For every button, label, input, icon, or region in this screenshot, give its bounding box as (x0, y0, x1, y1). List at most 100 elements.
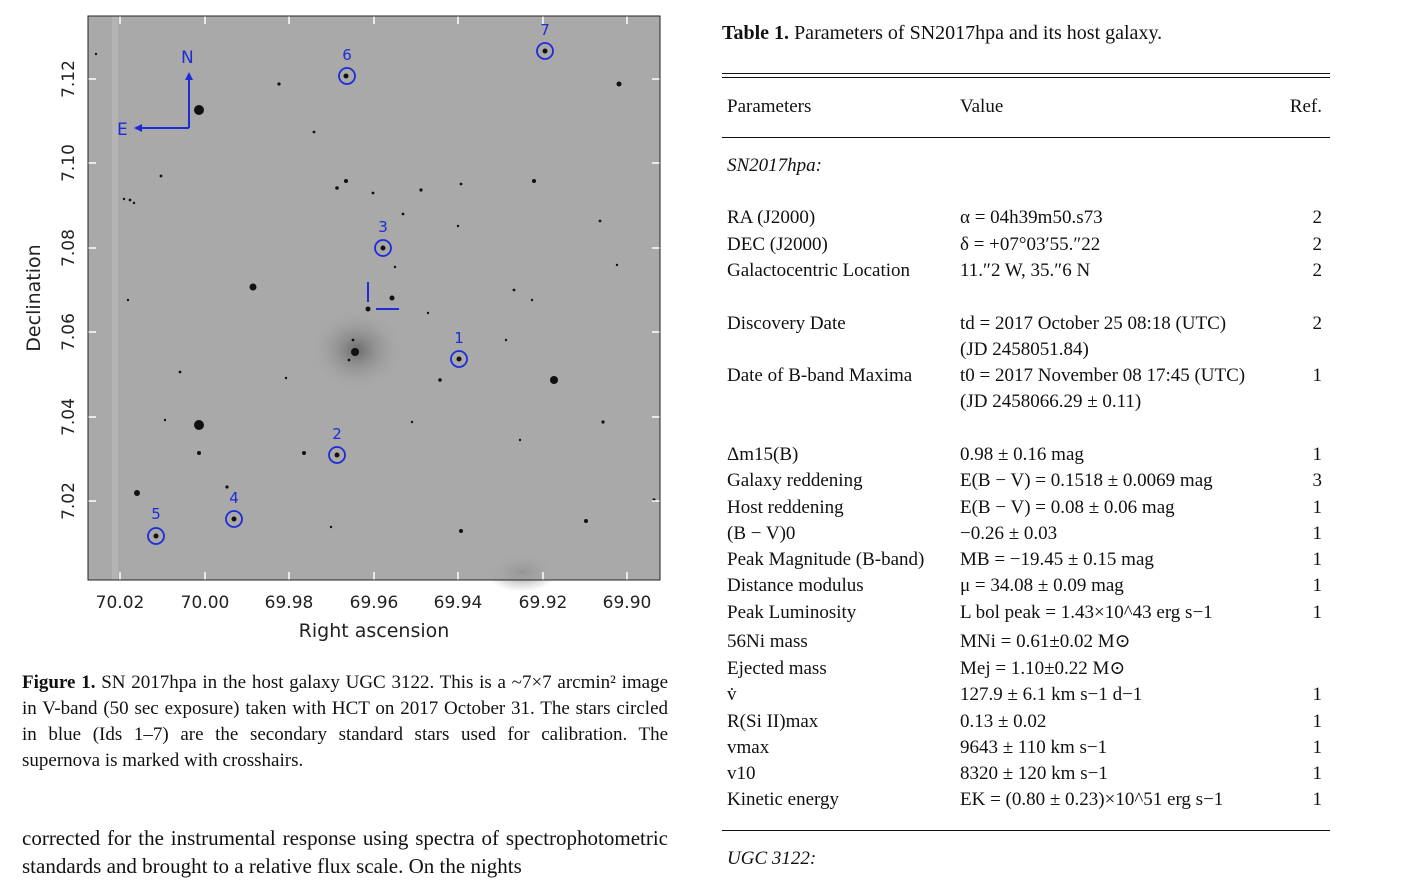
row-v10-value: 8320 ± 120 km s−1 (960, 763, 1108, 784)
x-tick-label: 69.96 (350, 593, 399, 613)
field-star (456, 224, 460, 228)
standard-star-5 (147, 527, 165, 545)
standard-star-6 (338, 67, 356, 85)
field-star (410, 420, 414, 424)
field-star (197, 451, 201, 455)
star-id-5: 5 (151, 505, 161, 523)
row-dec-param: DEC (J2000) (727, 234, 828, 255)
field-star (542, 48, 548, 54)
row-peaklum-param: Peak Luminosity (727, 602, 857, 623)
field-star (126, 298, 130, 302)
field-star (426, 311, 430, 315)
field-star (163, 418, 167, 422)
field-star (334, 452, 340, 458)
row-galred-param: Galaxy reddening (727, 470, 863, 491)
image-frame (87, 15, 661, 581)
y-tick-label: 7.04 (59, 398, 79, 436)
field-stars (94, 48, 656, 539)
row-rsi-param: R(Si II)max (727, 711, 819, 732)
table-top-rule (722, 73, 1330, 74)
row-dm15-param: Δm15(B) (727, 444, 799, 465)
standard-star-1 (450, 350, 468, 368)
section-sn2017hpa: SN2017hpa: (727, 155, 822, 176)
row-v10-param: v10 (727, 763, 756, 784)
y-tick-label: 7.06 (59, 313, 79, 351)
row-peakmag-param: Peak Magnitude (B-band) (727, 549, 925, 570)
row-vmax-param: vmax (727, 737, 770, 758)
row-disc-param: Discovery Date (727, 313, 846, 334)
field-star (249, 283, 257, 291)
sensor-column-artifact (112, 16, 118, 580)
row-bv0-param: (B − V)0 (727, 523, 796, 544)
field-star (371, 191, 375, 195)
table-top-rule (722, 77, 1330, 78)
y-tick-label: 7.02 (59, 482, 79, 520)
row-bmax-ref: 1 (1312, 365, 1323, 386)
row-ek-ref: 1 (1312, 789, 1323, 810)
field-star (94, 52, 98, 56)
field-star (347, 358, 351, 362)
standard-star-7 (536, 42, 554, 60)
row-disc-value-jd: (JD 2458051.84) (960, 339, 1089, 360)
header-parameters: Parameters (727, 96, 812, 117)
row-galred-ref: 3 (1312, 470, 1323, 491)
compass (134, 72, 193, 132)
field-star (459, 529, 463, 533)
row-dm15-value: 0.98 ± 0.16 mag (960, 444, 1084, 465)
x-tick-label: 69.92 (519, 593, 568, 613)
row-vmax-ref: 1 (1312, 737, 1323, 758)
compass-east-label: E (117, 120, 128, 140)
standard-star-2 (328, 446, 346, 464)
standard-star-markers (147, 42, 554, 545)
table-label: Table 1. (722, 22, 790, 44)
field-star (159, 174, 163, 178)
row-galacto-ref: 2 (1312, 260, 1323, 281)
field-star (365, 306, 371, 312)
row-peaklum-value: L bol peak = 1.43×10^43 erg s−1 (960, 602, 1213, 623)
x-tick-label: 69.90 (603, 593, 652, 613)
sky-background (88, 16, 660, 580)
row-hostred-ref: 1 (1312, 497, 1323, 518)
x-tick-label: 70.02 (96, 593, 145, 613)
row-v10-ref: 1 (1312, 763, 1323, 784)
row-bv0-ref: 1 (1312, 523, 1323, 544)
figure-caption-label: Figure 1. (22, 672, 96, 693)
field-star (335, 186, 339, 190)
frame-ticks (88, 16, 660, 580)
field-star (277, 82, 281, 86)
row-peaklum-ref: 1 (1312, 602, 1323, 623)
table-title-text: Parameters of SN2017hpa and its host gal… (794, 22, 1163, 44)
field-star (530, 298, 534, 302)
field-star (231, 516, 237, 522)
row-bmax-value-jd: (JD 2458066.29 ± 0.11) (960, 391, 1142, 412)
star-id-2: 2 (332, 425, 342, 443)
row-galacto-param: Galactocentric Location (727, 260, 911, 281)
table-title: Table 1. Parameters of SN2017hpa and its… (722, 22, 1162, 45)
x-tick-label: 69.94 (434, 593, 483, 613)
table-header-rule (722, 137, 1330, 138)
row-hostred-value: E(B − V) = 0.08 ± 0.06 mag (960, 497, 1175, 518)
figure-caption-text: SN 2017hpa in the host galaxy UGC 3122. … (22, 672, 668, 771)
star-id-1: 1 (454, 329, 464, 347)
field-star (598, 219, 602, 223)
x-tick-label: 69.98 (265, 593, 314, 613)
field-star (194, 420, 204, 430)
field-star (132, 201, 136, 205)
compass-north-label: N (181, 48, 194, 68)
field-star (128, 198, 132, 202)
row-rsi-ref: 1 (1312, 711, 1323, 732)
y-tick-label: 7.08 (59, 229, 79, 267)
field-star (153, 533, 159, 539)
field-star (401, 212, 405, 216)
row-bv0-value: −0.26 ± 0.03 (960, 523, 1058, 544)
row-galacto-value: 11.″2 W, 35.″6 N (960, 260, 1091, 281)
row-distmod-param: Distance modulus (727, 575, 864, 596)
standard-star-4 (225, 510, 243, 528)
field-star (344, 179, 348, 183)
y-tick-label: 7.10 (59, 144, 79, 182)
row-bmax-param: Date of B-band Maxima (727, 365, 913, 386)
row-disc-value: td = 2017 October 25 08:18 (UTC) (960, 313, 1227, 334)
field-star (438, 378, 442, 382)
star-id-4: 4 (229, 489, 239, 507)
row-peakmag-value: MB = −19.45 ± 0.15 mag (960, 549, 1154, 570)
